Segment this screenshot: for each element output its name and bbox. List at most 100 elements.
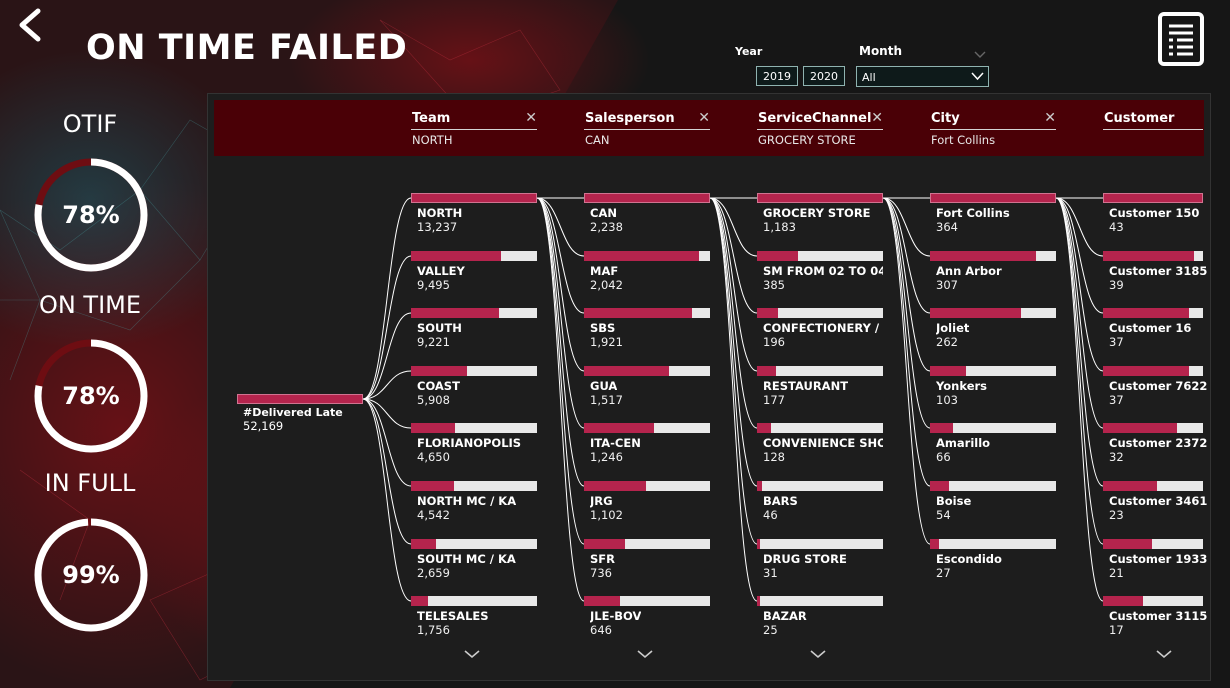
tree-node[interactable]: NORTH MC / KA 4,542 bbox=[411, 481, 537, 522]
node-bar-fill bbox=[757, 251, 798, 261]
slicer-collapse-icon[interactable] bbox=[974, 44, 986, 63]
node-bar-track bbox=[757, 423, 883, 433]
tree-node[interactable]: Fort Collins 364 bbox=[930, 193, 1056, 234]
chevron-left-icon bbox=[19, 8, 41, 42]
header-divider bbox=[930, 129, 1056, 130]
node-bar-fill bbox=[411, 596, 428, 606]
close-icon[interactable]: ✕ bbox=[871, 110, 883, 126]
node-bar-fill bbox=[757, 366, 776, 376]
year-button-2019[interactable]: 2019 bbox=[756, 66, 798, 86]
node-value: 364 bbox=[936, 220, 958, 234]
node-label: GROCERY STORE bbox=[763, 206, 871, 220]
tree-node[interactable]: CAN 2,238 bbox=[584, 193, 710, 234]
tree-root-node[interactable]: #Delivered Late 52,169 bbox=[237, 394, 363, 434]
node-label: JRG bbox=[590, 494, 613, 508]
level-selected-value: NORTH bbox=[412, 133, 453, 147]
month-dropdown[interactable]: All bbox=[856, 66, 989, 87]
tree-node[interactable]: SOUTH 9,221 bbox=[411, 308, 537, 349]
tree-node[interactable]: ITA-CEN 1,246 bbox=[584, 423, 710, 464]
tree-node[interactable]: VALLEY 9,495 bbox=[411, 251, 537, 292]
show-more-team[interactable] bbox=[462, 646, 482, 660]
level-header-team[interactable]: Team ✕ NORTH bbox=[411, 110, 537, 149]
tree-node[interactable]: JRG 1,102 bbox=[584, 481, 710, 522]
tree-node[interactable]: SM FROM 02 TO 04 ...385 bbox=[757, 251, 883, 292]
node-bar-fill bbox=[584, 481, 646, 491]
tree-node[interactable]: GROCERY STORE 1,183 bbox=[757, 193, 883, 234]
node-label: Boise bbox=[936, 494, 972, 508]
node-bar-fill bbox=[584, 596, 620, 606]
tree-node[interactable]: SFR 736 bbox=[584, 539, 710, 580]
node-value: 4,542 bbox=[417, 508, 450, 522]
node-label: TELESALES bbox=[417, 609, 489, 623]
tree-node[interactable]: Joliet 262 bbox=[930, 308, 1056, 349]
tree-node[interactable]: RESTAURANT 177 bbox=[757, 366, 883, 407]
tree-node[interactable]: SOUTH MC / KA 2,659 bbox=[411, 539, 537, 580]
node-bar-track bbox=[757, 308, 883, 318]
tree-node[interactable]: Customer 2372 32 bbox=[1103, 423, 1207, 464]
node-value: 2,238 bbox=[590, 220, 623, 234]
node-bar-fill bbox=[411, 481, 454, 491]
tree-node[interactable]: Ann Arbor 307 bbox=[930, 251, 1056, 292]
month-dropdown-value: All bbox=[862, 71, 876, 84]
root-bar bbox=[237, 394, 363, 404]
tree-node[interactable]: Customer 16 37 bbox=[1103, 308, 1203, 349]
node-bar-track bbox=[757, 596, 883, 606]
node-label: Yonkers bbox=[936, 379, 988, 393]
level-header-salesperson[interactable]: Salesperson ✕ CAN bbox=[584, 110, 710, 149]
tree-node[interactable]: Amarillo 66 bbox=[930, 423, 1056, 464]
tree-node[interactable]: JLE-BOV 646 bbox=[584, 596, 710, 637]
tree-node[interactable]: Escondido 27 bbox=[930, 539, 1056, 580]
tree-node[interactable]: CONFECTIONERY / B...196 bbox=[757, 308, 883, 349]
tree-node[interactable]: Customer 7622 37 bbox=[1103, 366, 1207, 407]
tree-node[interactable]: BAZAR 25 bbox=[757, 596, 883, 637]
level-header-customer[interactable]: Customer bbox=[1103, 111, 1203, 149]
level-header-servicechannel[interactable]: ServiceChannel ✕ GROCERY STORE bbox=[757, 110, 883, 149]
tree-node[interactable]: COAST 5,908 bbox=[411, 366, 537, 407]
level-header-name: Salesperson bbox=[585, 111, 675, 126]
root-value: 52,169 bbox=[243, 419, 284, 433]
node-bar-fill bbox=[1103, 596, 1143, 606]
node-value: 9,221 bbox=[417, 335, 450, 349]
node-label: Customer 1933 bbox=[1109, 552, 1208, 566]
show-more-servicechannel[interactable] bbox=[808, 646, 828, 660]
tree-node[interactable]: NORTH 13,237 bbox=[411, 193, 537, 234]
node-value: 1,102 bbox=[590, 508, 623, 522]
tree-node[interactable]: Customer 1933 21 bbox=[1103, 539, 1207, 580]
tree-node[interactable]: BARS 46 bbox=[757, 481, 883, 522]
level-selected-value: GROCERY STORE bbox=[758, 133, 856, 147]
tree-node[interactable]: DRUG STORE 31 bbox=[757, 539, 883, 580]
report-button[interactable] bbox=[1157, 11, 1205, 67]
node-bar-fill bbox=[757, 193, 883, 203]
tree-node[interactable]: GUA 1,517 bbox=[584, 366, 710, 407]
node-bar-track bbox=[757, 251, 883, 261]
show-more-customer[interactable] bbox=[1154, 646, 1174, 660]
close-icon[interactable]: ✕ bbox=[1044, 110, 1056, 126]
node-value: 103 bbox=[936, 393, 958, 407]
close-icon[interactable]: ✕ bbox=[698, 110, 710, 126]
tree-node[interactable]: FLORIANOPOLIS 4,650 bbox=[411, 423, 537, 464]
tree-node[interactable]: SBS 1,921 bbox=[584, 308, 710, 349]
tree-node[interactable]: Yonkers 103 bbox=[930, 366, 1056, 407]
node-value: 736 bbox=[590, 566, 612, 580]
tree-node[interactable]: Customer 3461 23 bbox=[1103, 481, 1207, 522]
year-slicer-label: Year bbox=[735, 45, 763, 58]
year-button-2020[interactable]: 2020 bbox=[803, 66, 845, 86]
node-label: Customer 2372 bbox=[1109, 436, 1208, 450]
level-header-city[interactable]: City ✕ Fort Collins bbox=[930, 110, 1056, 149]
close-icon[interactable]: ✕ bbox=[525, 110, 537, 126]
show-more-salesperson[interactable] bbox=[635, 646, 655, 660]
tree-node[interactable]: Customer 3115 17 bbox=[1103, 596, 1207, 637]
back-button[interactable] bbox=[14, 6, 50, 44]
node-label: SFR bbox=[590, 552, 615, 566]
node-label: SOUTH MC / KA bbox=[417, 552, 516, 566]
tree-node[interactable]: Customer 3185 39 bbox=[1103, 251, 1207, 292]
tree-node[interactable]: CONVENIENCE SHOP 128 bbox=[757, 423, 883, 464]
tree-node[interactable]: MAF 2,042 bbox=[584, 251, 710, 292]
node-bar-fill bbox=[1103, 193, 1203, 203]
node-bar-fill bbox=[584, 366, 669, 376]
tree-node[interactable]: Boise 54 bbox=[930, 481, 1056, 522]
tree-node[interactable]: Customer 150 43 bbox=[1103, 193, 1203, 234]
tree-node[interactable]: TELESALES 1,756 bbox=[411, 596, 537, 637]
level-header-name: Customer bbox=[1104, 111, 1175, 126]
node-value: 2,659 bbox=[417, 566, 450, 580]
